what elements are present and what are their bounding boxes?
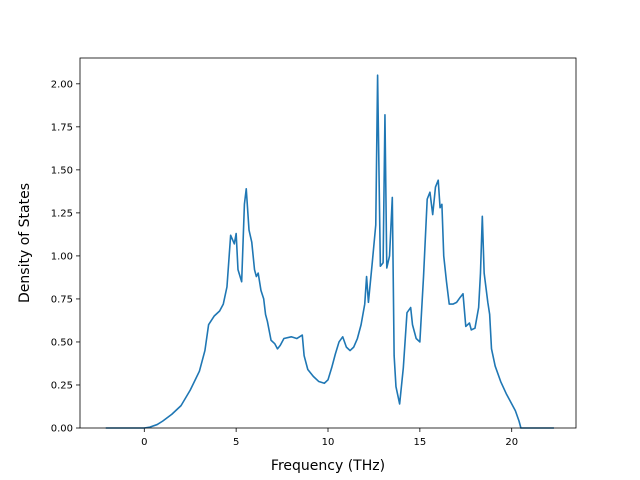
y-tick-label: 2.00 <box>51 79 73 90</box>
y-tick-label: 0.50 <box>51 337 73 348</box>
y-axis-label: Density of States <box>17 183 33 303</box>
x-tick-label: 5 <box>233 437 239 448</box>
y-tick-label: 0.00 <box>51 424 73 435</box>
y-tick-label: 1.75 <box>51 122 73 133</box>
x-tick-label: 10 <box>322 437 335 448</box>
axis-ticks: 0 5 10 15 20 0.00 0.25 0.50 0.75 1.00 1.25 1.50 1.75… <box>51 79 518 448</box>
y-tick-label: 0.75 <box>51 294 73 305</box>
y-tick-label: 1.50 <box>51 165 73 176</box>
x-tick-label: 0 <box>141 437 147 448</box>
y-tick-label: 0.25 <box>51 380 73 391</box>
plot-frame <box>79 57 577 429</box>
y-tick-label: 1.25 <box>51 208 73 219</box>
series-line <box>105 74 554 429</box>
x-tick-label: 15 <box>413 437 426 448</box>
x-axis-label: Frequency (THz) <box>271 458 385 474</box>
x-tick-label: 20 <box>505 437 518 448</box>
y-tick-label: 1.00 <box>51 251 73 262</box>
